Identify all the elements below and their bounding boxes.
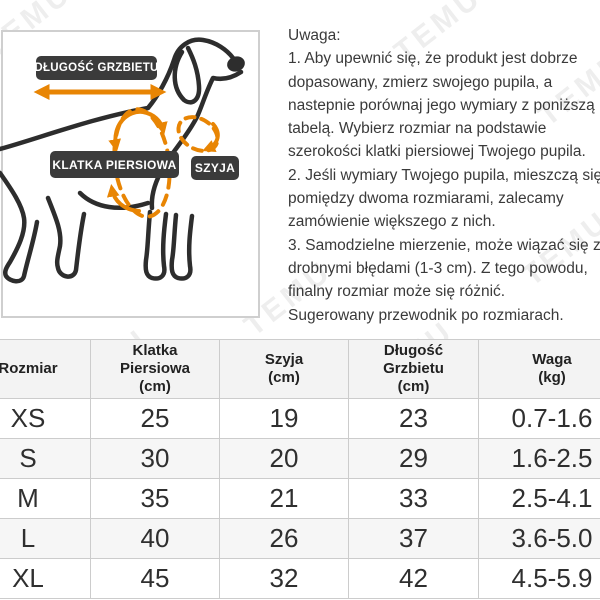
cell-size: L bbox=[0, 518, 91, 559]
cell-back: 42 bbox=[348, 558, 479, 599]
cell-weight: 1.6-2.5 bbox=[478, 438, 600, 479]
neck-wrap-arrow bbox=[202, 122, 220, 152]
cell-weight: 4.5-5.9 bbox=[478, 558, 600, 599]
cell-chest: 40 bbox=[90, 518, 220, 559]
table-row-xs: XS 25 19 23 0.7-1.6 bbox=[0, 398, 600, 439]
cell-back: 29 bbox=[348, 438, 479, 479]
header-dlugosc-grzbietu: Długość Grzbietu (cm) bbox=[348, 339, 479, 399]
header-rozmiar: Rozmiar bbox=[0, 339, 91, 399]
cell-weight: 0.7-1.6 bbox=[478, 398, 600, 439]
cell-back: 23 bbox=[348, 398, 479, 439]
chest-bottom-arrow bbox=[106, 183, 141, 213]
back-length-label: DŁUGOŚĆ GRZBIETU bbox=[34, 56, 158, 80]
cell-neck: 26 bbox=[219, 518, 349, 559]
dog-nose bbox=[227, 56, 245, 72]
cell-chest: 35 bbox=[90, 478, 220, 519]
cell-size: M bbox=[0, 478, 91, 519]
header-klatka-piersiowa: Klatka Piersiowa (cm) bbox=[90, 339, 220, 399]
cell-size: S bbox=[0, 438, 91, 479]
chest-label: KLATKA PIERSIOWA bbox=[50, 151, 179, 178]
table-row-xl: XL 45 32 42 4.5-5.9 bbox=[0, 558, 600, 599]
header-szyja: Szyja (cm) bbox=[219, 339, 349, 399]
cell-chest: 25 bbox=[90, 398, 220, 439]
neck-label: SZYJA bbox=[191, 156, 239, 180]
dog-outline-drawing bbox=[0, 37, 244, 284]
cell-neck: 19 bbox=[219, 398, 349, 439]
cell-chest: 45 bbox=[90, 558, 220, 599]
note-heading: Uwaga: bbox=[288, 27, 341, 44]
note-body: 1. Aby upewnić się, że produkt jest dobr… bbox=[288, 50, 600, 324]
cell-weight: 3.6-5.0 bbox=[478, 518, 600, 559]
table-header-row: Rozmiar Klatka Piersiowa (cm) Szyja (cm)… bbox=[0, 339, 600, 399]
table-row-l: L 40 26 37 3.6-5.0 bbox=[0, 518, 600, 559]
cell-chest: 30 bbox=[90, 438, 220, 479]
chest-wrap-arrow bbox=[108, 109, 168, 153]
cell-back: 33 bbox=[348, 478, 479, 519]
table-row-m: M 35 21 33 2.5-4.1 bbox=[0, 478, 600, 519]
dog-measurement-diagram bbox=[0, 37, 245, 284]
cell-weight: 2.5-4.1 bbox=[478, 478, 600, 519]
table-row-s: S 30 20 29 1.6-2.5 bbox=[0, 438, 600, 479]
sizing-note: Uwaga: 1. Aby upewnić się, że produkt je… bbox=[288, 24, 600, 327]
header-waga: Waga (kg) bbox=[478, 339, 600, 399]
cell-back: 37 bbox=[348, 518, 479, 559]
cell-neck: 20 bbox=[219, 438, 349, 479]
cell-size: XL bbox=[0, 558, 91, 599]
cell-size: XS bbox=[0, 398, 91, 439]
cell-neck: 32 bbox=[219, 558, 349, 599]
cell-neck: 21 bbox=[219, 478, 349, 519]
size-chart-table: Rozmiar Klatka Piersiowa (cm) Szyja (cm)… bbox=[0, 339, 600, 599]
